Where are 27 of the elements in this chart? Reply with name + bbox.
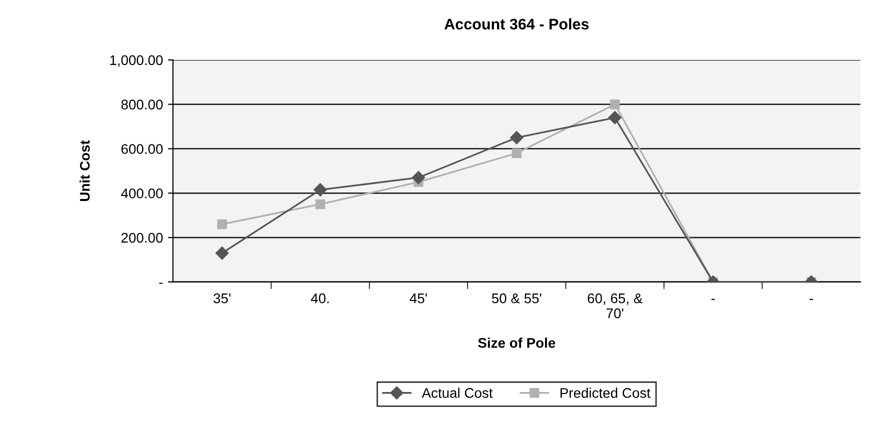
point: [315, 199, 326, 210]
y-tick-label: 200.00: [121, 232, 163, 243]
point: [608, 111, 622, 124]
x-tick-label: 35': [214, 293, 230, 304]
legend-label: Predicted Cost: [560, 388, 650, 398]
x-tick-label: -: [810, 298, 813, 300]
x-tick-label: 50 & 55': [492, 293, 542, 304]
point: [610, 99, 620, 110]
chart-title: Account 364 - Poles: [444, 18, 589, 30]
y-tick-label: -: [159, 282, 163, 284]
x-tick-label: 40.: [310, 293, 329, 304]
point: [314, 183, 327, 196]
y-tick-label: 1,000.00: [110, 55, 163, 67]
y-tick-label: 800.00: [121, 100, 163, 110]
point: [512, 148, 522, 158]
y-tick-label: 400.00: [121, 188, 163, 198]
x-tick-label: 60, 65, & 70': [588, 293, 642, 318]
legend-label: Actual Cost: [422, 388, 493, 398]
y-axis-title: Unit Cost: [80, 140, 90, 201]
y-tick-label: 600.00: [121, 144, 163, 154]
point: [412, 171, 426, 184]
x-axis-title: Size of Pole: [478, 338, 556, 348]
x-tick-label: 45': [410, 294, 427, 304]
point: [217, 219, 227, 230]
point: [510, 131, 524, 144]
x-tick-label: -: [711, 298, 715, 300]
point: [215, 246, 229, 260]
